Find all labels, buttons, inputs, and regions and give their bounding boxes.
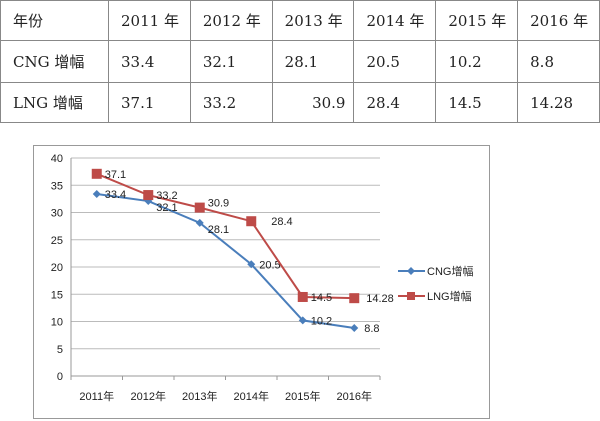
data-table: 年份 2011 年 2012 年 2013 年 2014 年 2015 年 20…: [0, 0, 600, 123]
y-tick-label: 30: [51, 208, 63, 220]
data-point-diamond: [247, 260, 256, 269]
series-line-CNG增幅: [96, 192, 355, 330]
y-tick-label: 25: [51, 235, 63, 247]
cell: 14.5: [435, 82, 519, 123]
data-point-square: [143, 190, 154, 201]
legend-square-icon: [407, 292, 415, 300]
header-cell: 年份: [0, 0, 109, 41]
data-label: 37.1: [105, 169, 126, 181]
data-label: 10.2: [311, 315, 332, 327]
data-label: 28.1: [208, 224, 229, 236]
table-header-row: 年份 2011 年 2012 年 2013 年 2014 年 2015 年 20…: [0, 0, 600, 41]
table-row: CNG 增幅 33.4 32.1 28.1 20.5 10.2 8.8: [0, 40, 600, 83]
x-tick-label: 2016年: [337, 389, 372, 403]
table-row: LNG 增幅 37.1 33.2 30.9 28.4 14.5 14.28: [0, 82, 600, 123]
series-line-LNG增幅: [96, 172, 355, 300]
header-cell: 2011 年: [108, 0, 191, 41]
legend-label: CNG增幅: [427, 264, 473, 278]
cell: 33.2: [189, 82, 273, 123]
data-label: 32.1: [156, 202, 177, 214]
y-tick-label: 0: [57, 371, 63, 383]
cell: 33.4: [108, 40, 191, 83]
data-label: 28.4: [271, 216, 292, 228]
data-point-square: [91, 168, 102, 179]
data-point-square: [194, 202, 205, 213]
legend-label: LNG增幅: [427, 289, 472, 303]
data-point-diamond: [92, 189, 101, 198]
x-tick-label: 2013年: [182, 389, 217, 403]
x-tick-label: 2014年: [234, 389, 269, 403]
y-tick-label: 35: [51, 180, 63, 192]
data-label: 30.9: [208, 198, 229, 210]
chart-frame: [33, 145, 490, 419]
cell: 20.5: [353, 40, 437, 83]
header-cell: 2016 年: [517, 0, 600, 41]
x-tick-label: 2011年: [79, 389, 114, 403]
data-point-diamond: [350, 324, 359, 333]
data-label: 33.2: [156, 190, 177, 202]
cell: 30.9: [271, 82, 355, 123]
data-point-square: [349, 293, 360, 304]
row-label: LNG 增幅: [0, 82, 109, 123]
y-tick-label: 15: [51, 289, 63, 301]
cell: 28.4: [353, 82, 437, 123]
cell: 28.1: [271, 40, 355, 83]
y-tick-label: 20: [51, 262, 63, 274]
data-label: 14.28: [366, 293, 394, 305]
data-label: 33.4: [105, 189, 126, 201]
cell: 37.1: [108, 82, 191, 123]
row-label: CNG 增幅: [0, 40, 109, 83]
cell: 14.28: [517, 82, 600, 123]
data-label: 20.5: [259, 259, 280, 271]
data-point-diamond: [298, 316, 307, 325]
header-cell: 2013 年: [271, 0, 355, 41]
y-tick-label: 5: [57, 344, 63, 356]
x-tick-label: 2015年: [285, 389, 320, 403]
y-tick-label: 10: [51, 317, 63, 329]
x-tick-label: 2012年: [131, 389, 166, 403]
y-tick-label: 40: [51, 153, 63, 165]
cell: 8.8: [517, 40, 600, 83]
data-label: 14.5: [311, 292, 332, 304]
legend-diamond-icon: [407, 267, 415, 275]
data-point-diamond: [195, 218, 204, 227]
data-label: 8.8: [364, 323, 379, 335]
data-point-square: [246, 216, 257, 227]
cell: 32.1: [189, 40, 273, 83]
data-point-square: [297, 291, 308, 302]
